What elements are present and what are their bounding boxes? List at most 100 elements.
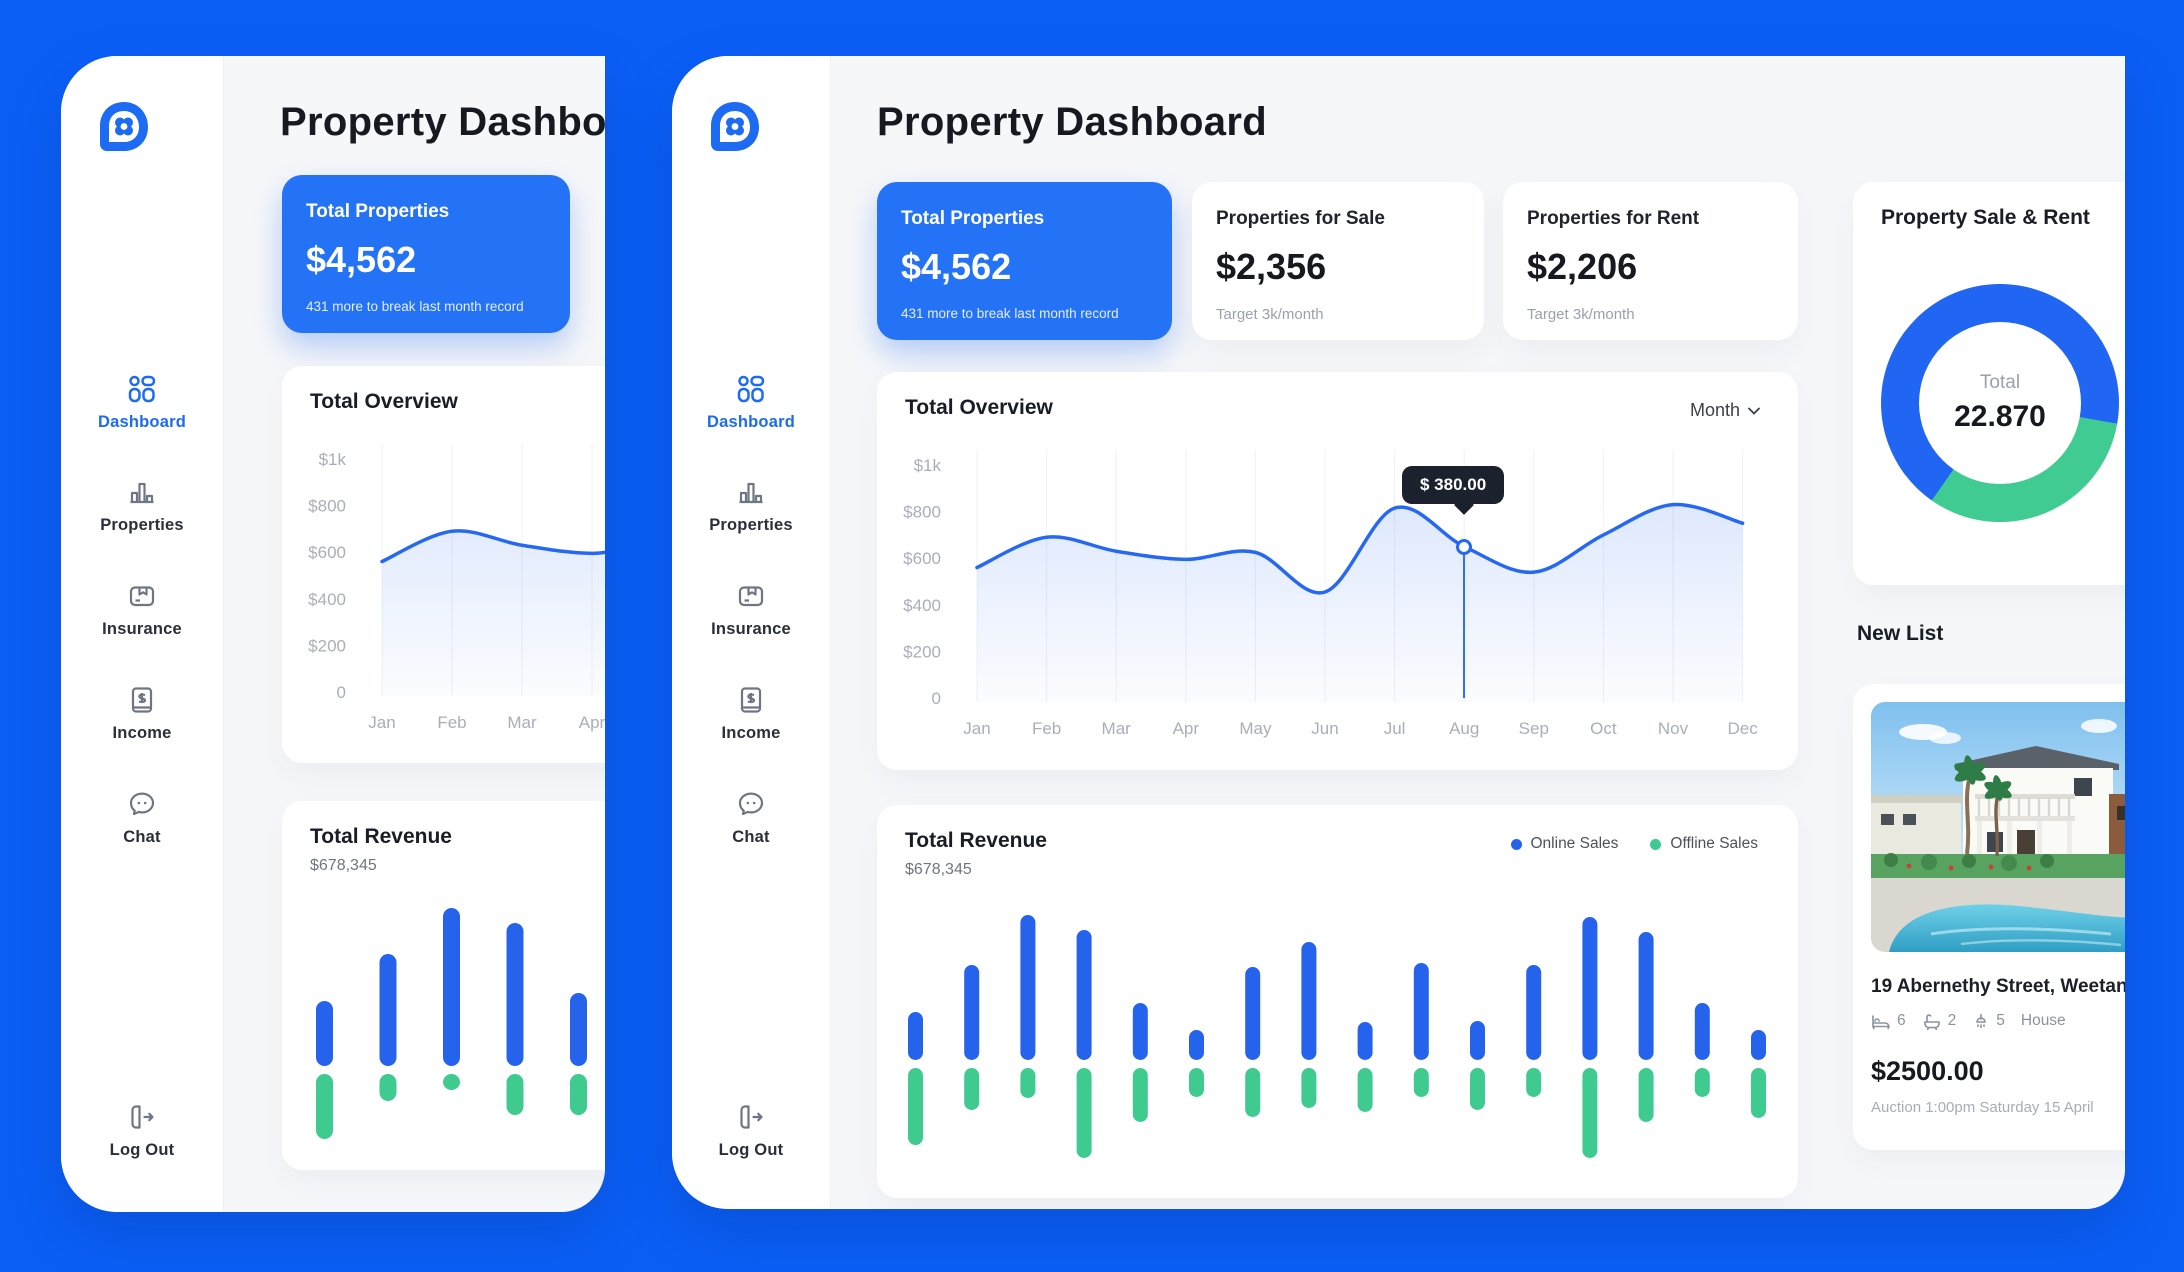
offline-sales-bar <box>964 1068 980 1110</box>
sidebar-item-dashboard[interactable]: Dashboard <box>61 374 223 432</box>
sidebar-item-insurance[interactable]: Insurance <box>672 581 830 639</box>
archive-box-icon <box>129 586 155 607</box>
offline-sales-bar <box>1301 1068 1317 1108</box>
sidebar-item-label: Properties <box>709 516 793 534</box>
period-dropdown[interactable]: Month <box>1690 400 1760 421</box>
y-axis-tick: $800 <box>308 497 346 516</box>
property-listing-card[interactable]: 19 Abernethy Street, Weetangera 6 2 <box>1853 684 2125 1150</box>
x-axis-tick: Jun <box>1311 719 1338 738</box>
legend-offline-sales[interactable]: Offline Sales <box>1650 835 1758 853</box>
app-logo <box>95 98 153 156</box>
stat-note: 431 more to break last month record <box>901 306 1119 321</box>
legend-online-sales[interactable]: Online Sales <box>1510 835 1618 853</box>
sidebar-item-label: Dashboard <box>98 413 186 431</box>
y-axis-tick: $1k <box>914 456 942 475</box>
sidebar-item-properties[interactable]: Properties <box>672 477 830 535</box>
revenue-bar-chart <box>908 915 1766 1158</box>
x-axis-tick: Jul <box>1384 719 1406 738</box>
content-area: Property Dashboard Total Properties $4,5… <box>223 56 605 1212</box>
bar-chart-icon <box>130 482 154 504</box>
stat-card-total-properties: Total Properties $4,562 431 more to brea… <box>877 182 1172 340</box>
sidebar-item-insurance[interactable]: Insurance <box>61 581 223 639</box>
baths-fact: 2 <box>1922 1012 1956 1030</box>
income-dollar-icon <box>131 687 153 713</box>
sidebar-item-income[interactable]: Income <box>61 685 223 743</box>
sidebar-item-label: Insurance <box>102 620 182 638</box>
sidebar-item-label: Log Out <box>718 1141 784 1159</box>
online-sales-bar <box>1301 942 1317 1060</box>
app-logo <box>706 98 764 156</box>
property-price: $2500.00 <box>1871 1056 1984 1086</box>
sidebar-item-properties[interactable]: Properties <box>61 477 223 535</box>
online-sales-bar <box>964 965 980 1060</box>
property-facts: 6 2 5 House <box>1871 1012 2125 1030</box>
donut-center-label: Total <box>1979 372 2021 393</box>
chevron-down-icon <box>1748 407 1760 415</box>
logout-icon <box>740 1105 763 1129</box>
x-axis-tick: Feb <box>1032 719 1061 738</box>
offline-sales-bar <box>379 1074 397 1101</box>
sidebar-item-label: Chat <box>123 828 161 846</box>
page-title: Property Dashboard <box>877 100 1267 144</box>
total-revenue-card: Total Revenue $678,345 <box>282 801 605 1170</box>
page-title: Property Dashboard <box>280 100 605 144</box>
online-sales-bar <box>1245 967 1261 1060</box>
online-sales-bar <box>1694 1003 1710 1060</box>
legend-label: Offline Sales <box>1670 835 1758 852</box>
y-axis-tick: $1k <box>319 450 347 469</box>
sidebar-item-dashboard[interactable]: Dashboard <box>672 374 830 432</box>
new-list-heading: New List <box>1857 622 1944 645</box>
parking-count: 5 <box>1996 1012 2005 1029</box>
stat-value: $2,206 <box>1527 246 1638 287</box>
total-overview-card: $1k$800$600$400$2000JanFebMarAprMayJunJu… <box>282 366 605 763</box>
sidebar-item-chat[interactable]: Chat <box>672 789 830 847</box>
offline-sales-bar <box>1413 1068 1429 1097</box>
sale-rent-donut-chart: Total 22.870 <box>1881 284 2119 522</box>
stat-label: Total Properties <box>901 208 1045 229</box>
sidebar-item-logout[interactable]: Log Out <box>672 1102 830 1160</box>
online-sales-bar <box>1132 1003 1148 1060</box>
donut-center-value: 22.870 <box>1954 400 2046 433</box>
property-address: 19 Abernethy Street, Weetangera <box>1871 976 2125 997</box>
sidebar-item-income[interactable]: Income <box>672 685 830 743</box>
shower-icon <box>1976 1013 1987 1028</box>
card-title: Property Sale & Rent <box>1881 206 2090 229</box>
content-area: Property Dashboard Total Properties $4,5… <box>830 56 2125 1209</box>
sidebar-item-logout[interactable]: Log Out <box>61 1102 223 1160</box>
x-axis-tick: May <box>1239 719 1272 738</box>
offline-sales-bar <box>908 1068 923 1145</box>
online-sales-bar <box>316 1001 333 1066</box>
data-point-marker <box>1456 539 1472 555</box>
total-revenue-card: Total Revenue $678,345 Online Sales Offl… <box>877 805 1798 1198</box>
sidebar-item-chat[interactable]: Chat <box>61 789 223 847</box>
offline-sales-bar <box>1526 1068 1542 1097</box>
online-sales-bar <box>1189 1030 1204 1060</box>
x-axis-tick: Nov <box>1658 719 1689 738</box>
stat-note: 431 more to break last month record <box>306 299 524 314</box>
online-sales-bar <box>1470 1021 1485 1060</box>
dashboard-panel-main: Property Dashboard Total Properties $4,5… <box>672 56 2125 1209</box>
x-axis-tick: Apr <box>1173 719 1200 738</box>
x-axis-tick: Mar <box>1102 719 1132 738</box>
archive-box-icon <box>738 586 764 607</box>
card-title: Total Overview <box>905 396 1053 419</box>
offline-sales-bar <box>570 1074 587 1115</box>
line-series <box>975 502 1745 595</box>
stat-note: Target 3k/month <box>1216 306 1324 323</box>
card-title: Total Overview <box>310 390 458 413</box>
auction-info: Auction 1:00pm Saturday 15 April <box>1871 1099 2094 1116</box>
online-sales-bar <box>1020 915 1036 1060</box>
income-dollar-icon <box>740 687 762 713</box>
donut-center: Total 22.870 <box>1919 322 2081 484</box>
overview-line-chart: $1k$800$600$400$2000JanFebMarAprMayJunJu… <box>308 444 605 732</box>
property-photo <box>1871 702 2125 952</box>
offline-sales-bar <box>1189 1068 1204 1097</box>
card-title: Total Revenue <box>310 825 452 848</box>
property-sale-rent-card: Property Sale & Rent Total 22.870 <box>1853 182 2125 585</box>
line-series <box>380 529 605 564</box>
stat-card-for-rent: Properties for Rent $2,206 Target 3k/mon… <box>1503 182 1798 340</box>
sidebar-item-label: Dashboard <box>707 413 795 431</box>
bath-icon <box>1923 1013 1940 1030</box>
sidebar-item-label: Log Out <box>109 1141 175 1159</box>
online-sales-bar <box>506 923 524 1066</box>
